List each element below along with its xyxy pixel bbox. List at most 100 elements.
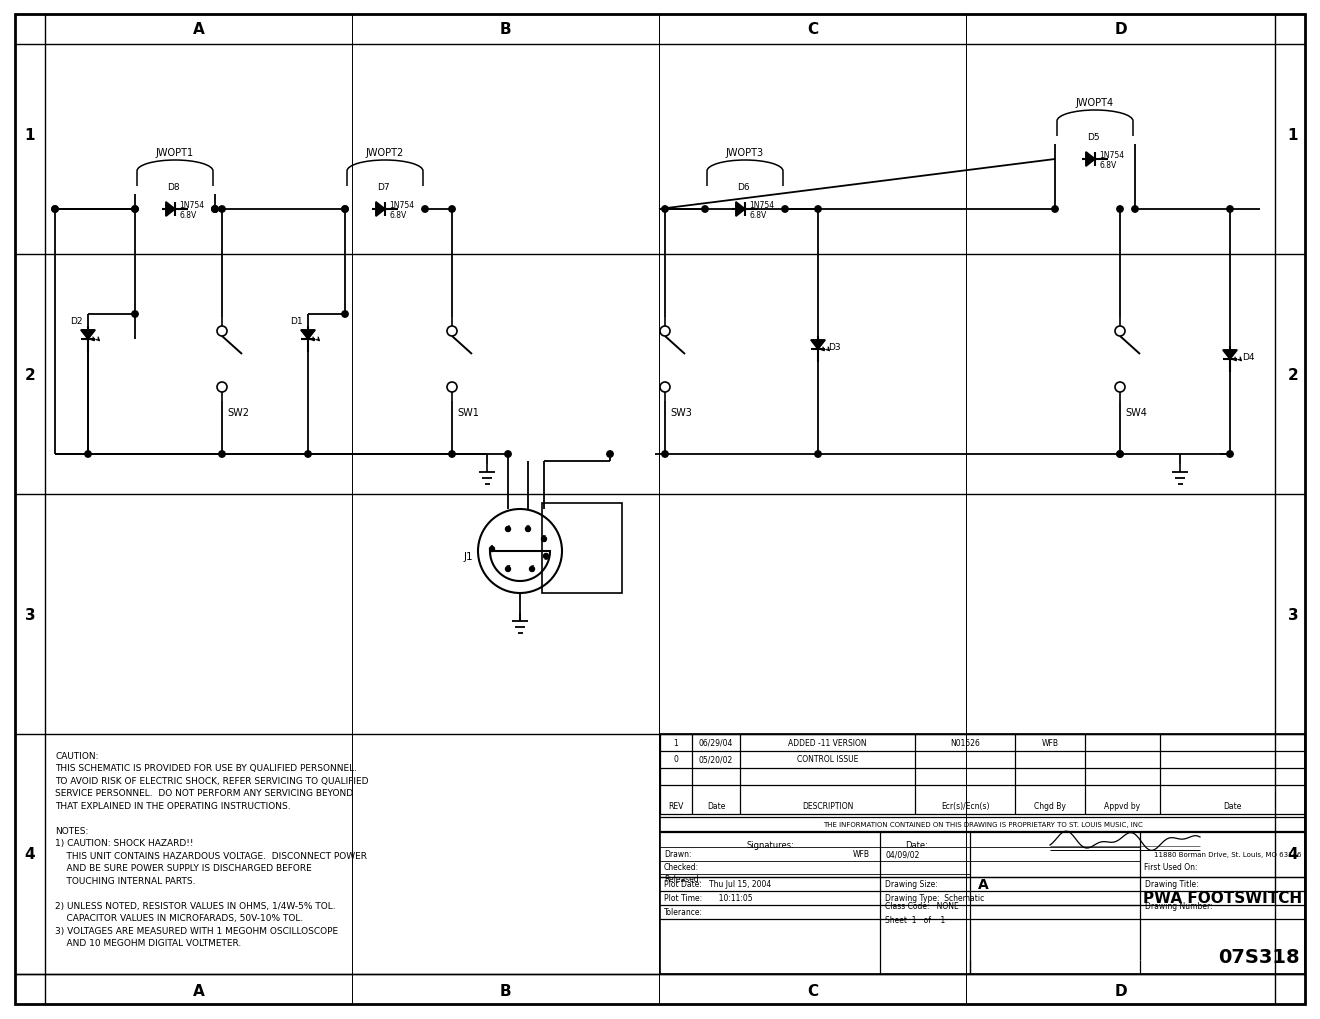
- Text: 4: 4: [1288, 847, 1299, 862]
- Circle shape: [660, 327, 671, 336]
- Text: 07S318: 07S318: [1218, 947, 1300, 966]
- Text: B: B: [500, 22, 511, 38]
- Text: Sheet  1   of    1: Sheet 1 of 1: [884, 916, 945, 924]
- Circle shape: [211, 207, 218, 213]
- Text: THIS SCHEMATIC IS PROVIDED FOR USE BY QUALIFIED PERSONNEL.: THIS SCHEMATIC IS PROVIDED FOR USE BY QU…: [55, 764, 356, 772]
- Circle shape: [660, 382, 671, 392]
- Circle shape: [506, 567, 511, 572]
- Text: TO AVOID RISK OF ELECTRIC SHOCK, REFER SERVICING TO QUALIFIED: TO AVOID RISK OF ELECTRIC SHOCK, REFER S…: [55, 776, 368, 786]
- Circle shape: [1117, 451, 1123, 458]
- Polygon shape: [301, 330, 315, 339]
- Text: Drawing Type:  Schematic: Drawing Type: Schematic: [884, 894, 985, 903]
- Circle shape: [702, 207, 709, 213]
- Text: 05/20/02: 05/20/02: [698, 755, 733, 764]
- Text: DESCRIPTION: DESCRIPTION: [801, 802, 853, 811]
- Circle shape: [342, 207, 348, 213]
- Text: NOTES:: NOTES:: [55, 826, 88, 836]
- Text: D3: D3: [828, 342, 841, 352]
- Text: JWOPT2: JWOPT2: [366, 148, 404, 158]
- Text: CAPACITOR VALUES IN MICROFARADS, 50V-10% TOL.: CAPACITOR VALUES IN MICROFARADS, 50V-10%…: [55, 914, 304, 922]
- Text: Plot Date:   Thu Jul 15, 2004: Plot Date: Thu Jul 15, 2004: [664, 879, 771, 889]
- Text: D: D: [1114, 983, 1127, 999]
- Text: JWOPT3: JWOPT3: [726, 148, 764, 158]
- Circle shape: [132, 207, 139, 213]
- Circle shape: [132, 207, 139, 213]
- Text: 04/09/02: 04/09/02: [884, 850, 919, 859]
- Text: SW3: SW3: [671, 408, 692, 418]
- Text: WFB: WFB: [1041, 738, 1059, 747]
- Text: D8: D8: [166, 182, 180, 192]
- Text: Tolerance:: Tolerance:: [664, 908, 704, 917]
- Text: 3: 3: [544, 552, 548, 560]
- Circle shape: [449, 451, 455, 458]
- Text: 4: 4: [506, 525, 511, 534]
- Circle shape: [51, 207, 58, 213]
- Circle shape: [447, 382, 457, 392]
- Text: D: D: [1114, 22, 1127, 38]
- Bar: [543, 503, 622, 593]
- Text: TOUCHING INTERNAL PARTS.: TOUCHING INTERNAL PARTS.: [55, 876, 195, 886]
- Text: 2) UNLESS NOTED, RESISTOR VALUES IN OHMS, 1/4W-5% TOL.: 2) UNLESS NOTED, RESISTOR VALUES IN OHMS…: [55, 901, 335, 910]
- Circle shape: [216, 327, 227, 336]
- Text: 6.8V: 6.8V: [748, 211, 766, 220]
- Text: A: A: [193, 983, 205, 999]
- Circle shape: [1115, 382, 1125, 392]
- Text: 1N754: 1N754: [1100, 152, 1125, 160]
- Circle shape: [490, 547, 495, 552]
- Polygon shape: [1086, 153, 1096, 167]
- Text: Released:: Released:: [664, 874, 701, 883]
- Circle shape: [529, 567, 535, 572]
- Text: SERVICE PERSONNEL.  DO NOT PERFORM ANY SERVICING BEYOND: SERVICE PERSONNEL. DO NOT PERFORM ANY SE…: [55, 789, 354, 798]
- Text: Date:: Date:: [906, 841, 928, 849]
- Polygon shape: [166, 203, 176, 217]
- Text: 1: 1: [490, 545, 495, 554]
- Text: THIS UNIT CONTAINS HAZARDOUS VOLTAGE.  DISCONNECT POWER: THIS UNIT CONTAINS HAZARDOUS VOLTAGE. DI…: [55, 851, 367, 860]
- Text: Chgd By: Chgd By: [1034, 802, 1067, 811]
- Polygon shape: [810, 340, 825, 350]
- Text: D7: D7: [376, 182, 389, 192]
- Text: 6.8V: 6.8V: [1100, 161, 1117, 170]
- Circle shape: [305, 451, 312, 458]
- Circle shape: [478, 510, 562, 593]
- Text: N01526: N01526: [950, 738, 979, 747]
- Text: D4: D4: [1242, 353, 1254, 361]
- Text: PWA FOOTSWITCH: PWA FOOTSWITCH: [1143, 891, 1302, 906]
- Text: Drawing Size:: Drawing Size:: [884, 879, 937, 889]
- Text: J1: J1: [465, 551, 474, 561]
- Text: SW4: SW4: [1125, 408, 1147, 418]
- Circle shape: [51, 207, 58, 213]
- Circle shape: [1131, 207, 1138, 213]
- Text: D6: D6: [737, 182, 750, 192]
- Text: A: A: [193, 22, 205, 38]
- Circle shape: [504, 451, 511, 458]
- Text: Drawn:: Drawn:: [664, 850, 692, 859]
- Circle shape: [219, 451, 226, 458]
- Text: 2: 2: [25, 367, 36, 382]
- Text: SW1: SW1: [457, 408, 479, 418]
- Text: JWOPT4: JWOPT4: [1076, 98, 1114, 108]
- Circle shape: [342, 207, 348, 213]
- Circle shape: [814, 451, 821, 458]
- Polygon shape: [81, 330, 95, 339]
- Circle shape: [544, 554, 549, 559]
- Text: JWOPT1: JWOPT1: [156, 148, 194, 158]
- Circle shape: [814, 207, 821, 213]
- Text: 3: 3: [25, 607, 36, 622]
- Text: D2: D2: [70, 317, 83, 326]
- Text: Plot Time:       10:11:05: Plot Time: 10:11:05: [664, 894, 752, 903]
- Circle shape: [661, 451, 668, 458]
- Text: Checked:: Checked:: [664, 863, 700, 871]
- Text: 5: 5: [541, 535, 546, 544]
- Text: THE INFORMATION CONTAINED ON THIS DRAWING IS PROPRIETARY TO ST. LOUIS MUSIC, INC: THE INFORMATION CONTAINED ON THIS DRAWIN…: [822, 821, 1142, 827]
- Text: 7: 7: [506, 565, 511, 574]
- Circle shape: [1226, 207, 1233, 213]
- Text: 1N754: 1N754: [748, 202, 774, 210]
- Text: Drawing Title:: Drawing Title:: [1144, 879, 1199, 889]
- Text: D5: D5: [1086, 132, 1100, 142]
- Text: SW2: SW2: [227, 408, 249, 418]
- Text: Signatures:: Signatures:: [746, 841, 793, 849]
- Circle shape: [422, 207, 428, 213]
- Text: Date: Date: [1224, 802, 1242, 811]
- Polygon shape: [1222, 351, 1237, 360]
- Bar: [660, 735, 1305, 974]
